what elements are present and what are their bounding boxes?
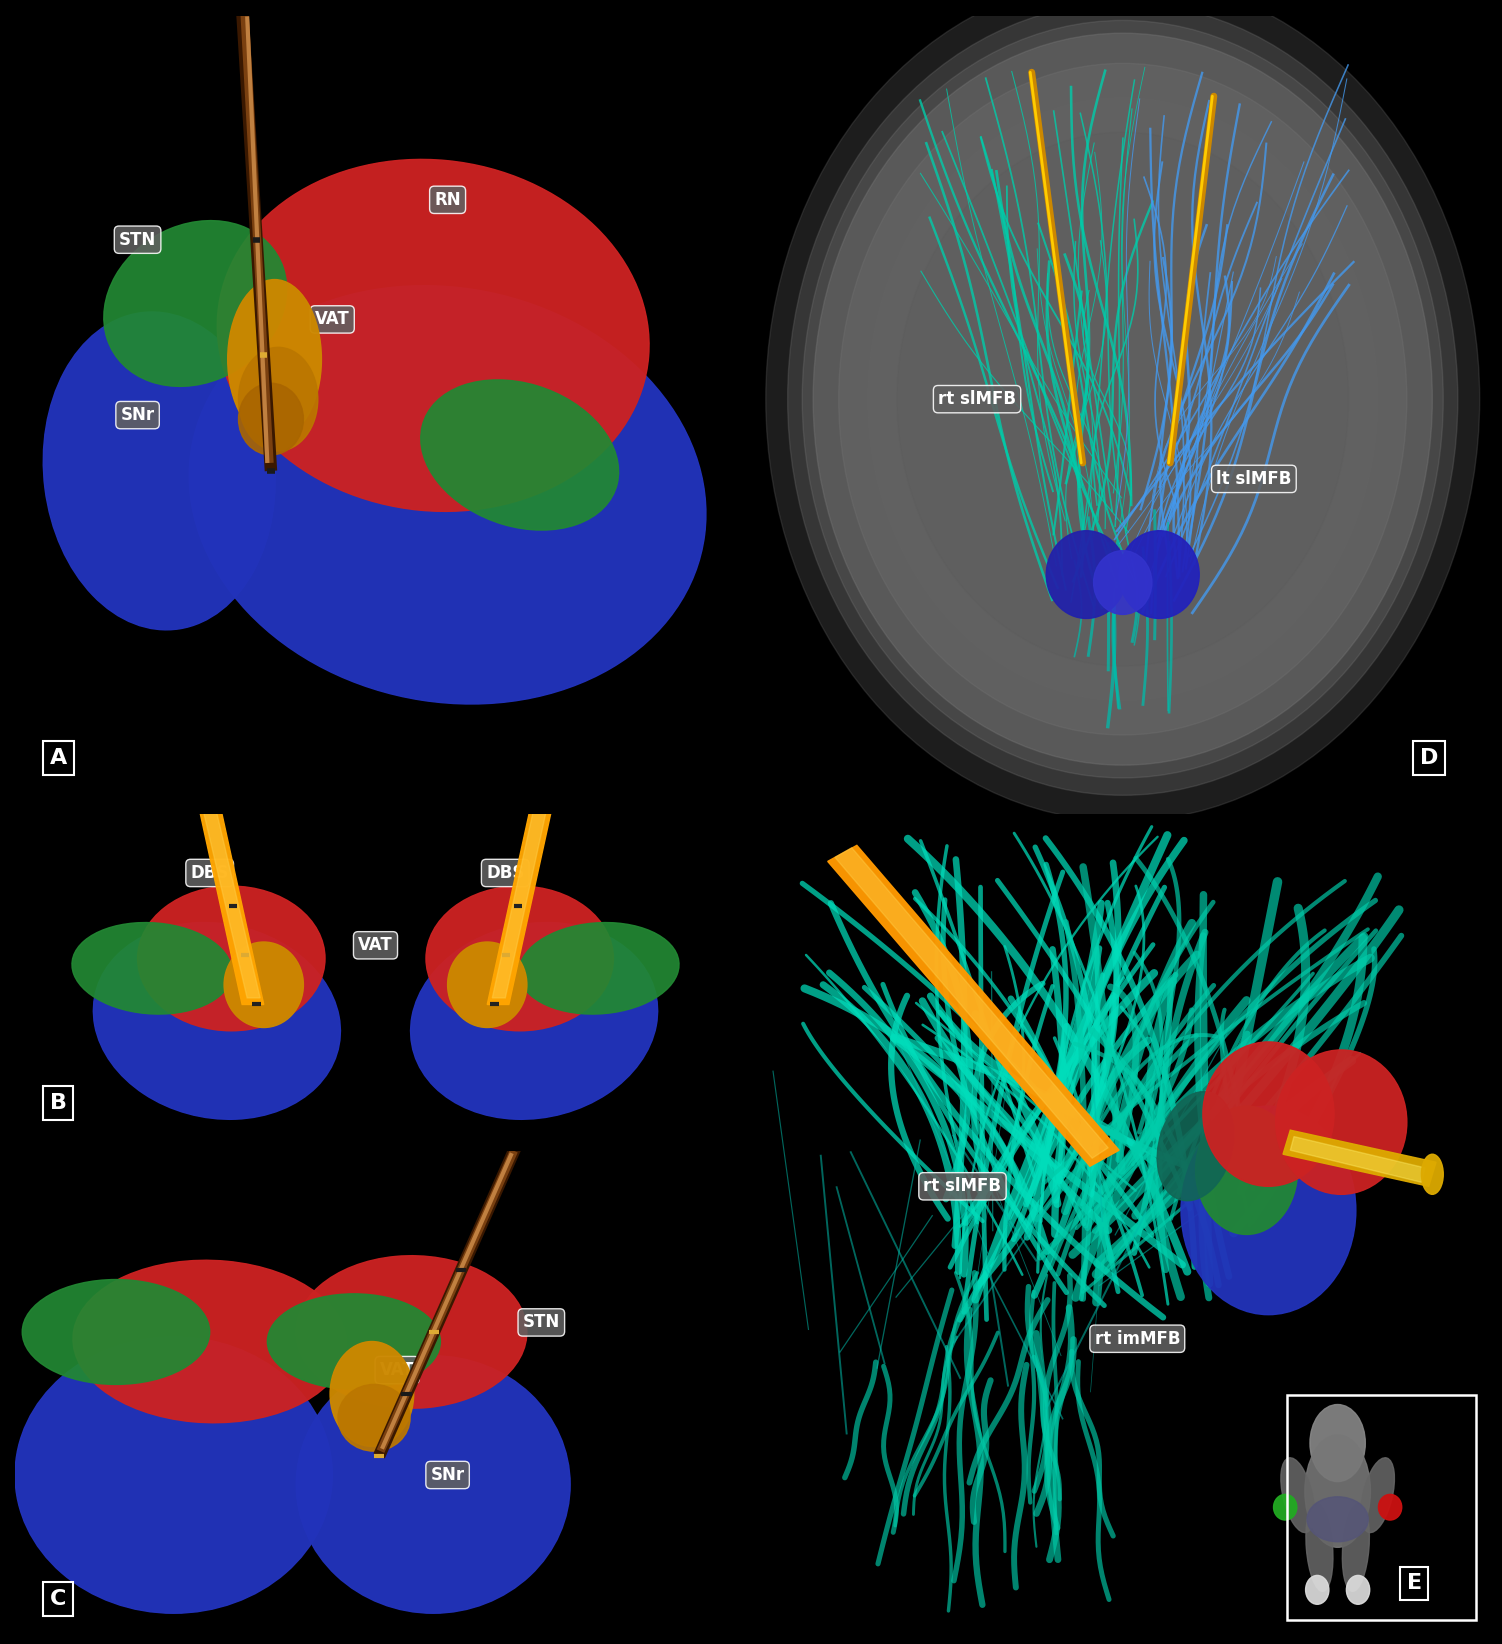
Text: E: E (1406, 1573, 1422, 1593)
Ellipse shape (267, 1294, 440, 1389)
Ellipse shape (520, 922, 679, 1014)
Text: VAT: VAT (357, 937, 394, 954)
Ellipse shape (1361, 1458, 1394, 1532)
Ellipse shape (787, 3, 1458, 796)
Ellipse shape (296, 1256, 527, 1409)
Polygon shape (828, 845, 1119, 1166)
Text: SNr: SNr (431, 1466, 464, 1485)
Ellipse shape (72, 922, 231, 1014)
Ellipse shape (1379, 1494, 1401, 1521)
Text: A: A (50, 748, 68, 768)
Ellipse shape (1181, 1106, 1356, 1315)
Text: D: D (1419, 748, 1437, 768)
Text: VAT: VAT (380, 1361, 415, 1379)
Ellipse shape (189, 286, 706, 704)
Ellipse shape (239, 347, 318, 450)
Text: rt slMFB: rt slMFB (924, 1177, 1002, 1195)
Ellipse shape (1307, 1496, 1368, 1542)
Ellipse shape (868, 97, 1377, 700)
Text: rt slMFB: rt slMFB (939, 390, 1015, 408)
Text: STN: STN (523, 1314, 560, 1332)
Ellipse shape (338, 1384, 410, 1452)
Ellipse shape (74, 1261, 347, 1422)
Text: DBS: DBS (191, 865, 228, 881)
Ellipse shape (421, 380, 619, 529)
Ellipse shape (104, 220, 287, 386)
Text: STN: STN (119, 230, 156, 248)
Ellipse shape (1346, 1575, 1370, 1605)
Ellipse shape (1305, 1575, 1329, 1605)
Polygon shape (487, 807, 553, 1004)
Ellipse shape (1343, 1503, 1370, 1591)
Ellipse shape (44, 312, 275, 630)
Text: RN: RN (434, 191, 461, 209)
Polygon shape (198, 807, 264, 1004)
Ellipse shape (330, 1342, 413, 1447)
Ellipse shape (1305, 1503, 1332, 1591)
Polygon shape (1290, 1136, 1425, 1182)
Polygon shape (493, 807, 547, 998)
Ellipse shape (93, 922, 341, 1120)
Ellipse shape (218, 159, 649, 511)
Ellipse shape (766, 0, 1479, 820)
Polygon shape (1283, 1129, 1436, 1187)
Ellipse shape (410, 922, 658, 1120)
Ellipse shape (897, 132, 1349, 666)
Ellipse shape (813, 33, 1433, 764)
Ellipse shape (239, 383, 303, 455)
Ellipse shape (1275, 1051, 1407, 1194)
Ellipse shape (1093, 551, 1152, 615)
Ellipse shape (1196, 1106, 1298, 1235)
Text: DBS: DBS (487, 865, 524, 881)
Text: lt slMFB: lt slMFB (1217, 470, 1292, 488)
Ellipse shape (1310, 1404, 1365, 1481)
Text: SNr: SNr (120, 406, 155, 424)
Ellipse shape (838, 64, 1407, 735)
Ellipse shape (15, 1337, 332, 1613)
Text: VAT: VAT (315, 311, 350, 329)
Ellipse shape (802, 20, 1443, 778)
Ellipse shape (448, 942, 527, 1028)
Ellipse shape (1047, 531, 1126, 618)
Ellipse shape (1274, 1494, 1296, 1521)
Ellipse shape (427, 886, 613, 1031)
Ellipse shape (1157, 1092, 1235, 1200)
Ellipse shape (228, 279, 321, 439)
Text: B: B (50, 1093, 66, 1113)
Ellipse shape (1203, 1042, 1334, 1187)
Ellipse shape (224, 942, 303, 1028)
Ellipse shape (296, 1356, 571, 1613)
Ellipse shape (1119, 531, 1199, 618)
Polygon shape (835, 848, 1108, 1159)
Polygon shape (203, 807, 260, 998)
Text: rt imMFB: rt imMFB (1095, 1330, 1181, 1348)
Ellipse shape (1281, 1458, 1314, 1532)
Ellipse shape (1305, 1435, 1370, 1547)
Ellipse shape (138, 886, 324, 1031)
Ellipse shape (1421, 1154, 1443, 1194)
Text: C: C (50, 1590, 66, 1609)
Ellipse shape (23, 1279, 210, 1384)
